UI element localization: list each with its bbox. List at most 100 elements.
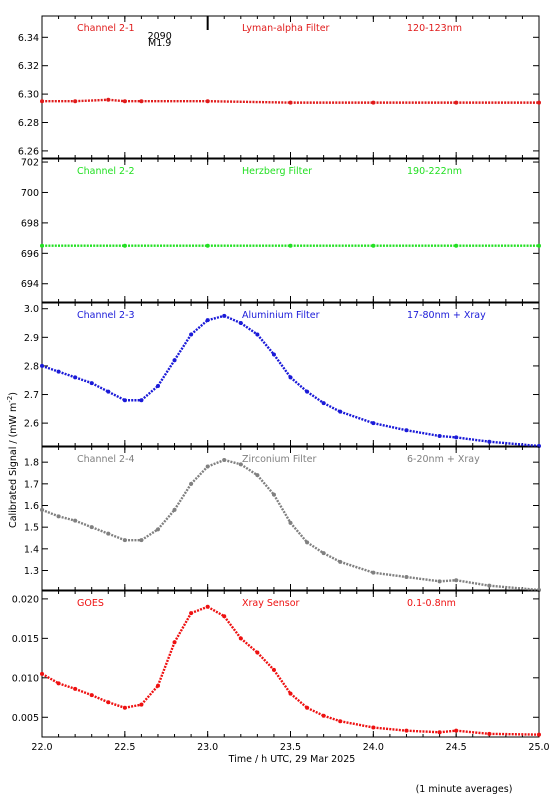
- filter-label: Aluminium Filter: [242, 310, 320, 321]
- data-trace-segment: [289, 692, 308, 709]
- data-trace-segment: [58, 515, 76, 522]
- x-tick-label: 24.0: [363, 742, 384, 753]
- y-tick-label: 6.28: [18, 118, 39, 129]
- y-tick-label: 6.34: [18, 33, 39, 44]
- data-trace-segment: [156, 641, 176, 687]
- footnote: (1 minute averages): [416, 784, 513, 795]
- data-trace-segment: [91, 694, 109, 704]
- data-trace-segment: [190, 319, 209, 336]
- y-tick-label: 0.020: [12, 594, 39, 605]
- data-trace-segment: [456, 436, 490, 443]
- data-trace-segment: [339, 410, 374, 425]
- data-series: [40, 604, 541, 737]
- data-trace-segment: [439, 434, 457, 439]
- data-trace-segment: [489, 584, 540, 592]
- data-trace-segment: [75, 98, 109, 103]
- data-trace-segment: [489, 440, 540, 448]
- data-trace-segment: [240, 637, 259, 654]
- panels-group: 6.26 6.28 6.30 6.32 6.34 Channel 2-1 Lyman-alp…: [12, 15, 550, 753]
- data-trace-segment: [289, 376, 308, 393]
- y-tick-label: 2.7: [24, 390, 39, 401]
- y-tick-label: 0.005: [12, 713, 39, 724]
- panel-1: 6.26 6.28 6.30 6.32 6.34 Channel 2-1 Lyman-alp…: [18, 15, 541, 159]
- data-trace-segment: [455, 579, 490, 587]
- data-trace-segment: [91, 526, 109, 535]
- data-trace-segment: [240, 463, 259, 477]
- x-tick-label: 23.0: [197, 742, 218, 753]
- filter-label: Lyman-alpha Filter: [242, 23, 330, 34]
- data-trace-segment: [289, 522, 308, 544]
- panel-frame: [41, 158, 540, 303]
- y-tick-label: 2.6: [24, 419, 39, 430]
- data-trace-segment: [74, 519, 93, 529]
- data-trace-segment: [339, 720, 374, 729]
- data-trace-segment: [190, 605, 209, 615]
- data-series: [40, 243, 541, 248]
- data-trace-segment: [339, 560, 374, 574]
- data-trace-segment: [373, 421, 407, 432]
- y-tick-label: 0.010: [12, 673, 39, 684]
- data-trace-segment: [207, 458, 225, 468]
- band-label: 6-20nm + Xray: [407, 454, 480, 465]
- panel-3: 2.6 2.7 2.8 2.9 3.0 Channel 2-3 Aluminium Filt…: [24, 302, 541, 448]
- data-trace-segment: [140, 385, 159, 402]
- filter-label: Xray Sensor: [242, 598, 300, 609]
- data-trace-segment: [124, 703, 142, 709]
- data-trace-segment: [173, 483, 193, 511]
- y-tick-label: 1.6: [24, 501, 39, 512]
- panel-frame: [41, 590, 540, 738]
- data-trace-segment: [439, 729, 457, 734]
- panel-2: 694 696 698 700 702 Channel 2-2 Herzberg Filte…: [21, 158, 541, 303]
- event-number: 2090: [148, 31, 172, 42]
- event-class: M1.9: [148, 38, 171, 49]
- data-point: [537, 243, 541, 248]
- y-axis-label: Calibrated Signal / (mW m-2): [6, 392, 19, 528]
- y-tick-label: 1.7: [24, 479, 39, 490]
- channel-label: GOES: [77, 598, 104, 609]
- y-tick-label: 1.4: [24, 544, 39, 555]
- x-tick-label: 25.0: [528, 742, 549, 753]
- data-trace-segment: [323, 714, 341, 723]
- data-trace-segment: [156, 359, 176, 387]
- channel-label: Channel 2-1: [77, 23, 135, 34]
- data-point: [537, 732, 541, 737]
- y-tick-label: 1.5: [24, 523, 39, 534]
- data-trace-segment: [107, 701, 126, 709]
- y-tick-label: 6.32: [18, 61, 39, 72]
- data-trace-segment: [140, 684, 159, 706]
- channel-label: Channel 2-2: [77, 166, 135, 177]
- panel-frame: [41, 446, 540, 591]
- y-tick-label: 702: [21, 158, 39, 169]
- data-trace-segment: [41, 364, 59, 373]
- data-series: [40, 458, 541, 592]
- data-trace-segment: [439, 579, 457, 583]
- panel-frame: [41, 15, 540, 159]
- y-tick-label: 1.3: [24, 566, 39, 577]
- y-tick-label: 3.0: [24, 304, 39, 315]
- channel-label: Channel 2-4: [77, 454, 135, 465]
- data-series: [40, 97, 541, 105]
- data-trace-segment: [256, 474, 275, 496]
- band-label: 190-222nm: [407, 166, 462, 177]
- data-trace-segment: [223, 615, 242, 640]
- data-trace-segment: [140, 528, 159, 542]
- data-trace-segment: [306, 390, 325, 405]
- data-trace-segment: [41, 672, 60, 685]
- data-trace-segment: [406, 575, 440, 583]
- x-tick-label: 23.5: [280, 742, 301, 753]
- data-trace-segment: [207, 605, 225, 618]
- data-trace-segment: [74, 687, 93, 697]
- data-trace-segment: [41, 508, 60, 518]
- data-trace-segment: [108, 98, 125, 103]
- filter-label: Herzberg Filter: [242, 166, 312, 177]
- data-trace-segment: [107, 532, 126, 542]
- x-tick-label: 22.5: [114, 742, 135, 753]
- data-trace-segment: [107, 390, 126, 402]
- y-tick-label: 6.26: [18, 146, 39, 157]
- data-trace-segment: [58, 370, 76, 379]
- data-trace-segment: [306, 706, 325, 717]
- y-tick-label: 6.30: [18, 90, 39, 101]
- band-label: 120-123nm: [407, 23, 462, 34]
- data-trace-segment: [190, 465, 209, 485]
